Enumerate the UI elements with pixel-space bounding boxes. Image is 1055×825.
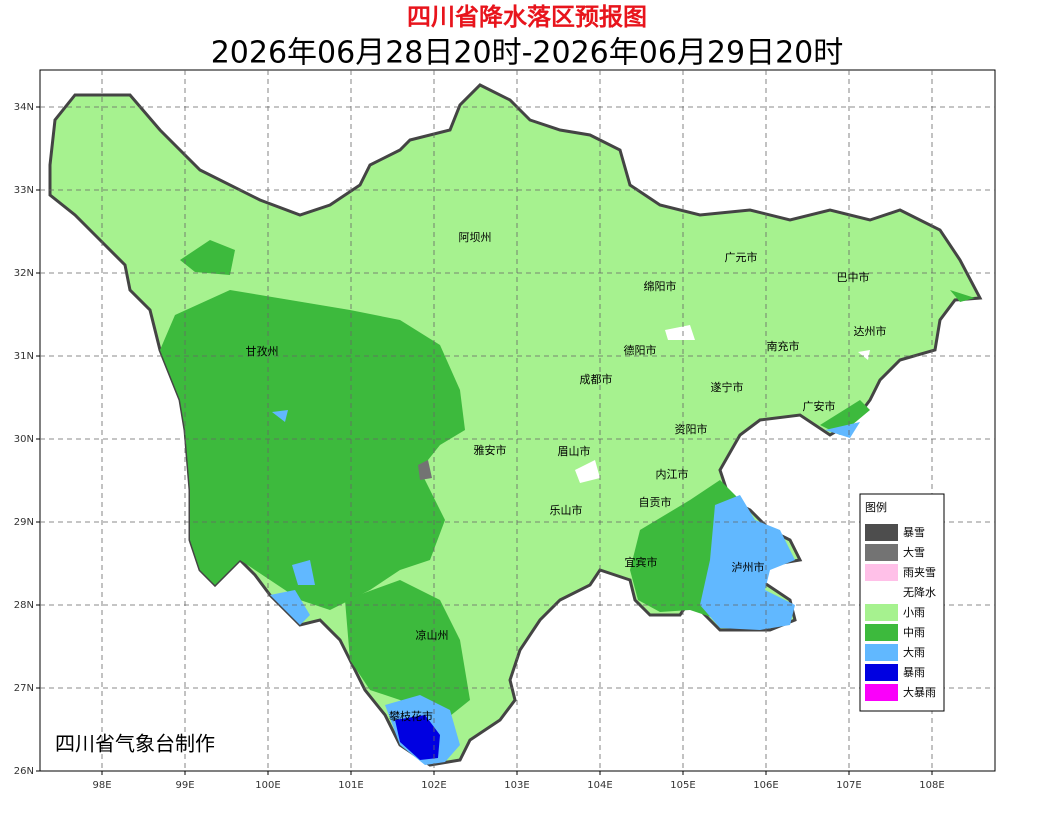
city-label: 绵阳市 <box>644 279 677 293</box>
legend-swatch <box>865 524 898 541</box>
city-label: 凉山州 <box>416 628 449 642</box>
city-label: 甘孜州 <box>246 344 279 358</box>
legend-label: 无降水 <box>903 585 936 599</box>
legend-swatch <box>865 664 898 681</box>
snow-area <box>418 460 432 480</box>
province <box>48 83 983 767</box>
city-label: 雅安市 <box>474 443 507 457</box>
legend-swatch <box>865 644 898 661</box>
moderate-rain-area <box>345 580 470 720</box>
city-label: 广元市 <box>725 250 758 264</box>
lon-label: 103E <box>504 780 529 791</box>
legend-label: 大雨 <box>903 645 925 659</box>
legend-swatch <box>865 624 898 641</box>
legend-label: 雨夹雪 <box>903 566 936 579</box>
legend-swatch <box>865 604 898 621</box>
city-label: 达州市 <box>854 324 887 338</box>
lat-label: 32N <box>14 268 34 279</box>
city-label: 广安市 <box>803 399 836 413</box>
legend-label: 暴雨 <box>903 666 925 679</box>
lon-label: 104E <box>587 780 612 791</box>
legend-title: 图例 <box>865 500 887 514</box>
moderate-rain-area <box>180 240 235 275</box>
city-label: 资阳市 <box>675 422 708 436</box>
lat-label: 31N <box>14 351 34 362</box>
lat-label: 33N <box>14 185 34 196</box>
lat-label: 34N <box>14 102 34 113</box>
legend-label: 暴雪 <box>903 526 925 539</box>
legend-label: 大暴雨 <box>903 685 936 699</box>
moderate-rain-area <box>160 290 465 610</box>
city-label: 南充市 <box>767 339 800 353</box>
city-label: 乐山市 <box>550 503 583 517</box>
city-label: 阿坝州 <box>459 230 492 244</box>
title: 四川省降水落区预报图 <box>407 3 647 31</box>
city-label: 宜宾市 <box>625 555 658 569</box>
legend-swatch <box>865 544 898 561</box>
lat-label: 28N <box>14 600 34 611</box>
city-label: 泸州市 <box>732 560 765 574</box>
lon-label: 108E <box>919 780 944 791</box>
legend-swatch <box>865 684 898 701</box>
lon-label: 99E <box>175 780 194 791</box>
city-label: 内江市 <box>656 467 689 481</box>
legend-label: 中雨 <box>903 626 925 639</box>
legend-swatch <box>865 564 898 581</box>
city-label: 眉山市 <box>558 444 591 458</box>
lon-label: 107E <box>836 780 861 791</box>
legend-label: 大雪 <box>903 545 925 559</box>
lat-label: 30N <box>14 434 34 445</box>
city-label: 遂宁市 <box>711 380 744 394</box>
moderate-rain-area <box>820 290 975 435</box>
city-label: 巴中市 <box>837 270 870 284</box>
rainstorm-area <box>395 715 440 760</box>
city-label: 成都市 <box>580 372 613 386</box>
lat-label: 29N <box>14 517 34 528</box>
city-label: 自贡市 <box>639 495 672 509</box>
lon-label: 98E <box>92 780 111 791</box>
lon-label: 102E <box>421 780 446 791</box>
legend-swatch <box>865 584 898 601</box>
lon-label: 105E <box>670 780 695 791</box>
heavy-rain-area <box>700 495 795 630</box>
credit: 四川省气象台制作 <box>55 732 215 756</box>
lon-label: 101E <box>338 780 363 791</box>
lat-label: 26N <box>14 766 34 777</box>
grid: 34N 33N 32N 31N 30N 29N 28N 27N 26N 98E 99E 100E 101… <box>14 70 995 791</box>
city-label: 攀枝花市 <box>389 709 433 723</box>
lon-label: 106E <box>753 780 778 791</box>
lon-label: 100E <box>255 780 280 791</box>
city-label: 德阳市 <box>624 343 657 357</box>
subtitle: 2026年06月28日20时-2026年06月29日20时 <box>211 36 844 71</box>
lat-label: 27N <box>14 683 34 694</box>
legend-label: 小雨 <box>903 606 925 619</box>
